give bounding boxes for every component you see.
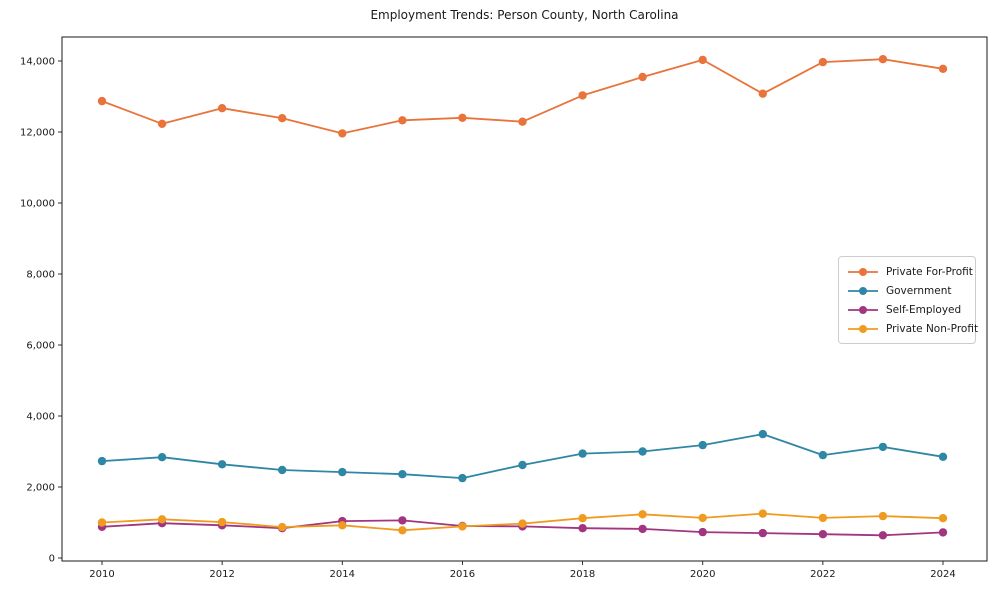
legend-item-self-employed: Self-Employed: [847, 300, 967, 319]
series-private-non-profit: [97, 509, 948, 535]
x-tick-label: 2022: [810, 569, 835, 580]
data-point-government: [338, 467, 347, 477]
data-point-private-for-profit: [338, 129, 347, 138]
data-point-private-non-profit: [217, 517, 227, 527]
x-axis: 2010 2012 2014 2016 2018 2020 2022 2024: [89, 561, 956, 580]
y-tick-label: 12,000: [20, 128, 55, 139]
legend-line-marker-icon: [848, 267, 878, 276]
legend-line-marker-icon: [848, 305, 878, 314]
data-point-private-for-profit: [217, 104, 227, 113]
x-tick-label: 2024: [930, 569, 955, 580]
x-tick-label: 2018: [570, 569, 595, 580]
data-point-private-for-profit: [818, 57, 828, 67]
data-point-private-non-profit: [698, 513, 707, 523]
legend-label: Government: [886, 284, 952, 297]
data-point-government: [458, 473, 467, 483]
data-point-self-employed: [818, 530, 828, 539]
data-point-government: [518, 460, 527, 470]
y-tick-label: 8,000: [26, 270, 55, 281]
legend-label: Self-Employed: [886, 303, 962, 316]
data-point-government: [578, 449, 587, 458]
x-tick-label: 2014: [330, 569, 355, 580]
legend: Private For-Profit Government Self-Emplo…: [838, 256, 978, 344]
series-private-for-profit: [97, 55, 948, 138]
data-point-private-for-profit: [758, 89, 767, 98]
y-tick-label: 0: [49, 554, 55, 565]
legend-label: Private Non-Profit: [886, 322, 979, 335]
data-point-private-non-profit: [518, 519, 527, 528]
data-point-government: [698, 440, 707, 450]
data-point-self-employed: [398, 516, 407, 525]
x-tick-label: 2012: [209, 569, 234, 580]
data-point-private-non-profit: [157, 515, 167, 524]
y-tick-label: 10,000: [20, 199, 55, 210]
data-point-government: [398, 470, 407, 479]
data-point-private-for-profit: [878, 55, 888, 64]
x-tick-label: 2010: [89, 569, 114, 580]
data-point-private-non-profit: [578, 514, 587, 523]
data-point-self-employed: [938, 528, 948, 537]
data-point-private-for-profit: [458, 113, 467, 123]
series-line-government: [101, 433, 944, 480]
legend-item-private-for-profit: Private For-Profit: [847, 262, 973, 281]
data-point-self-employed: [878, 531, 888, 540]
data-point-private-non-profit: [458, 522, 467, 531]
data-point-self-employed: [638, 524, 647, 534]
data-point-government: [758, 429, 767, 439]
data-point-government: [638, 447, 647, 456]
data-point-self-employed: [698, 527, 707, 537]
data-point-private-for-profit: [638, 72, 647, 82]
data-point-private-for-profit: [278, 114, 287, 123]
legend-label: Private For-Profit: [886, 265, 973, 278]
series-government: [97, 429, 948, 483]
data-point-government: [818, 450, 828, 460]
data-point-government: [97, 456, 107, 466]
data-point-private-for-profit: [157, 119, 167, 128]
data-point-government: [938, 452, 948, 461]
data-point-private-non-profit: [338, 521, 347, 530]
y-tick-label: 6,000: [26, 341, 55, 352]
y-axis: 0 2,000 4,000 6,000 8,000 10,000 12,000 14,000: [20, 57, 62, 565]
data-point-private-non-profit: [938, 514, 948, 523]
data-point-self-employed: [578, 524, 587, 533]
data-point-government: [157, 453, 167, 462]
x-tick-label: 2020: [690, 569, 715, 580]
data-point-private-non-profit: [758, 509, 767, 518]
legend-line-marker-icon: [848, 324, 878, 333]
data-point-private-for-profit: [578, 91, 587, 100]
data-point-private-non-profit: [278, 522, 287, 532]
plot-border: [61, 36, 988, 562]
legend-line-marker-icon: [848, 286, 878, 295]
x-tick-label: 2016: [450, 569, 475, 580]
data-point-private-non-profit: [638, 510, 647, 519]
chart-title: Employment Trends: Person County, North …: [370, 8, 679, 22]
data-point-private-non-profit: [398, 526, 407, 535]
legend-item-government: Government: [847, 281, 967, 300]
data-point-government: [878, 442, 888, 452]
data-point-self-employed: [758, 528, 767, 538]
data-point-private-for-profit: [518, 117, 527, 126]
data-point-private-non-profit: [97, 518, 107, 527]
data-point-private-non-profit: [818, 513, 828, 523]
data-point-private-for-profit: [97, 96, 107, 106]
data-point-private-for-profit: [398, 116, 407, 125]
data-point-private-for-profit: [698, 55, 707, 65]
data-point-government: [217, 460, 227, 469]
data-point-private-non-profit: [878, 511, 888, 521]
y-tick-label: 4,000: [26, 412, 55, 423]
y-tick-label: 14,000: [20, 57, 55, 68]
y-tick-label: 2,000: [26, 483, 55, 494]
data-point-private-for-profit: [938, 64, 948, 74]
legend-item-private-non-profit: Private Non-Profit: [847, 319, 978, 338]
data-point-government: [278, 465, 287, 475]
